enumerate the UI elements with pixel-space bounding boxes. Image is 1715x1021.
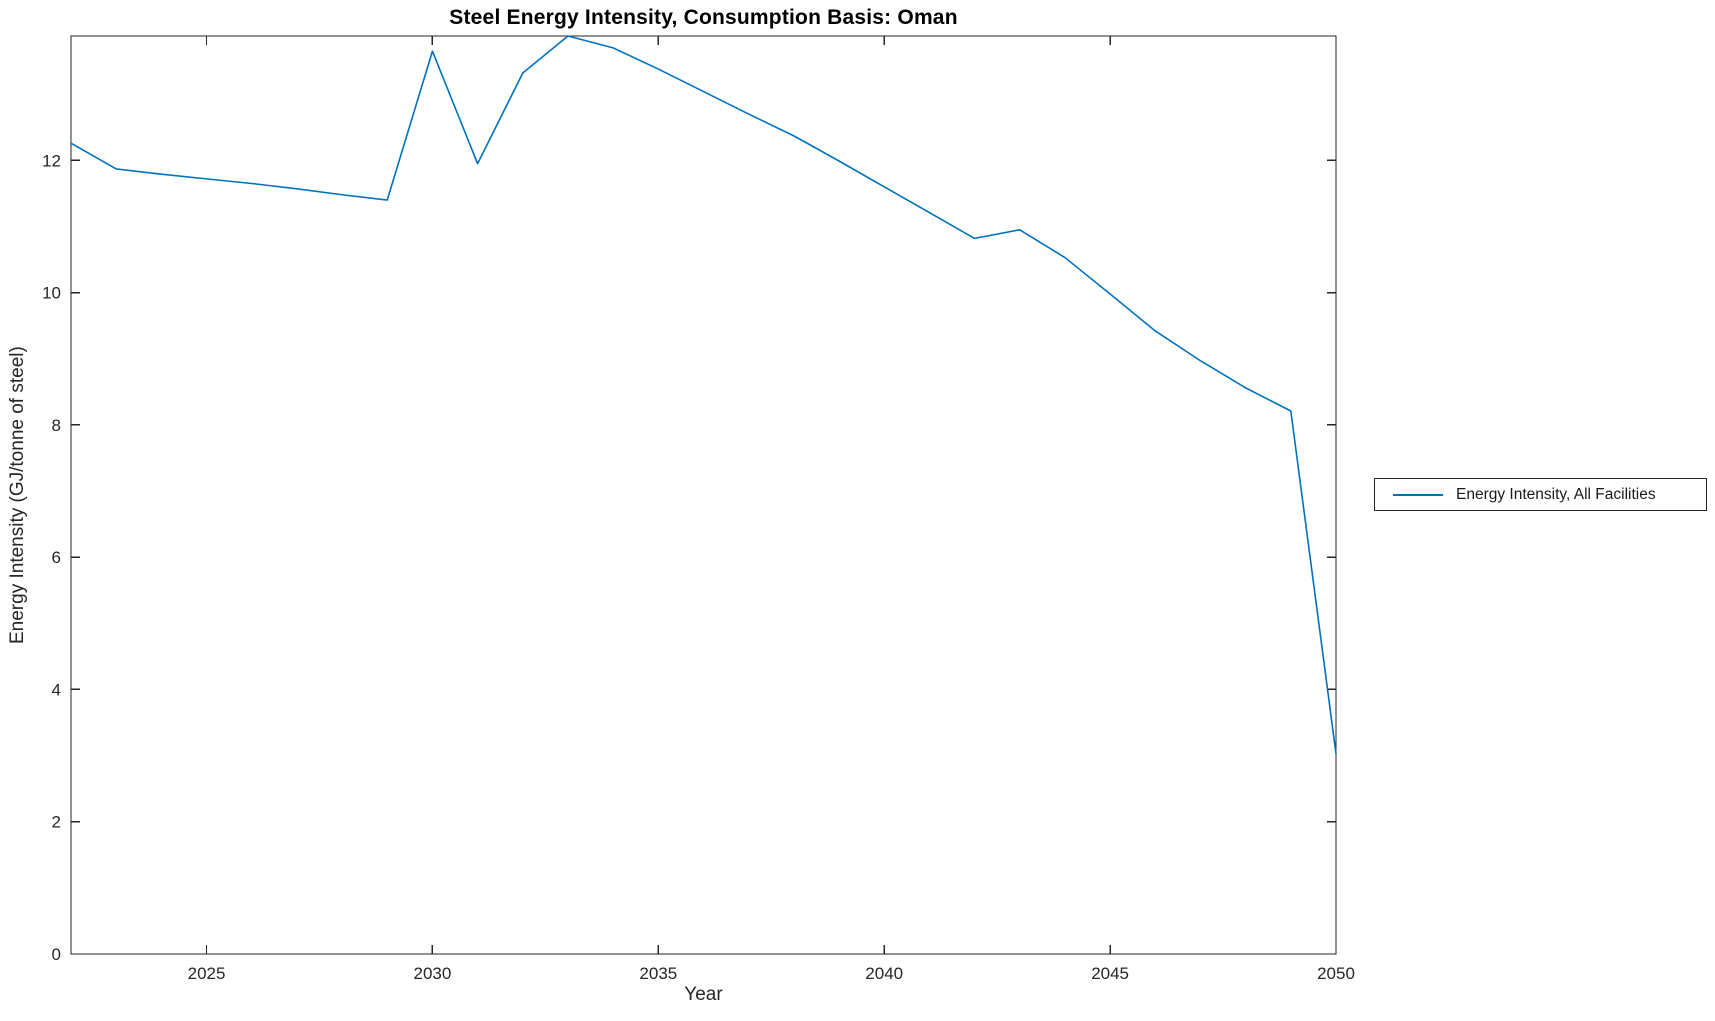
y-tick-label: 10 (42, 284, 61, 303)
y-tick-label: 2 (52, 813, 61, 832)
x-tick-label: 2040 (865, 964, 903, 983)
x-tick-label: 2030 (414, 964, 452, 983)
x-tick-label: 2025 (188, 964, 226, 983)
y-tick-label: 0 (52, 945, 61, 964)
x-tick-label: 2035 (639, 964, 677, 983)
legend: Energy Intensity, All Facilities (1374, 478, 1707, 511)
plot-border (70, 35, 1337, 955)
data-line (70, 35, 1337, 754)
chart-title: Steel Energy Intensity, Consumption Basi… (449, 6, 958, 29)
y-tick-label: 4 (52, 680, 61, 699)
y-axis-label: Energy Intensity (GJ/tonne of steel) (7, 346, 28, 644)
y-tick-label: 6 (52, 548, 61, 567)
x-axis-label: Year (684, 984, 723, 1005)
x-tick-label: 2045 (1091, 964, 1129, 983)
y-tick-label: 8 (52, 416, 61, 435)
x-tick-label: 2050 (1317, 964, 1355, 983)
y-tick-label: 12 (42, 151, 61, 170)
legend-series-label: Energy Intensity, All Facilities (1456, 485, 1656, 503)
legend-line-swatch (1393, 493, 1443, 496)
